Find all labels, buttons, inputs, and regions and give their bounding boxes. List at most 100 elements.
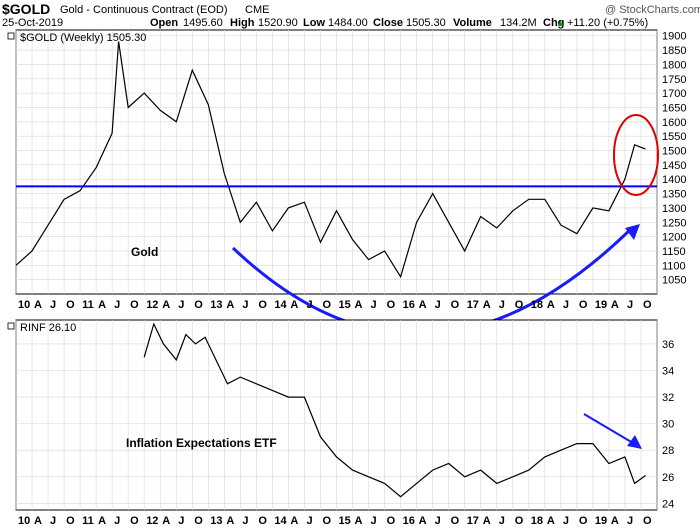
x-tick-label: 16 (403, 515, 415, 527)
x-tick-label: 14 (274, 515, 287, 527)
y-tick-label: 32 (662, 392, 674, 404)
stat-high-value: 1520.90 (258, 17, 298, 29)
y-tick-label: 1450 (662, 160, 686, 172)
x-tick-label: A (226, 299, 234, 311)
x-tick-label: A (419, 299, 427, 311)
y-tick-label: 34 (662, 365, 674, 377)
x-tick-label: A (290, 299, 298, 311)
x-tick-label: O (451, 515, 460, 527)
x-tick-label: A (547, 299, 555, 311)
x-tick-label: A (226, 515, 234, 527)
x-tick-label: 13 (210, 515, 222, 527)
y-tick-label: 1900 (662, 31, 686, 43)
x-tick-label: J (563, 299, 569, 311)
x-tick-label: O (66, 299, 75, 311)
x-tick-label: 10 (18, 515, 30, 527)
x-tick-label: J (627, 299, 633, 311)
x-tick-label: 10 (18, 299, 30, 311)
x-tick-label: J (114, 515, 120, 527)
x-tick-label: 15 (339, 515, 351, 527)
stat-chg-label: Chg (543, 17, 564, 29)
y-tick-label: 1800 (662, 59, 686, 71)
x-tick-label: J (242, 515, 248, 527)
gold-legend: $GOLD (Weekly) 1505.30 (20, 32, 146, 44)
x-tick-label: J (563, 515, 569, 527)
x-tick-label: J (435, 515, 441, 527)
y-tick-label: 1200 (662, 232, 686, 244)
y-tick-label: 1850 (662, 45, 686, 57)
watermark: @ StockCharts.com (605, 4, 700, 16)
x-tick-label: O (515, 515, 524, 527)
x-tick-label: 17 (467, 515, 479, 527)
x-tick-label: A (34, 515, 42, 527)
exchange-label: CME (245, 4, 269, 16)
rinf-annotation: Inflation Expectations ETF (126, 436, 277, 450)
x-tick-label: 18 (531, 515, 543, 527)
x-tick-label: O (66, 515, 75, 527)
x-tick-label: 12 (146, 515, 158, 527)
y-tick-label: 1650 (662, 102, 686, 114)
stat-low-value: 1484.00 (328, 17, 368, 29)
stat-low-label: Low (303, 17, 325, 29)
x-tick-label: A (419, 515, 427, 527)
symbol-label: $GOLD (2, 1, 50, 17)
x-tick-label: J (499, 515, 505, 527)
y-tick-label: 1100 (662, 260, 686, 272)
date-label: 25-Oct-2019 (2, 17, 63, 29)
rinf-grid (15, 320, 658, 510)
rinf-legend: RINF 26.10 (20, 322, 76, 334)
y-tick-label: 1400 (662, 174, 686, 186)
x-tick-label: A (547, 515, 555, 527)
y-tick-label: 24 (662, 498, 674, 510)
y-tick-label: 1600 (662, 117, 686, 129)
x-tick-label: J (306, 299, 312, 311)
y-tick-label: 1250 (662, 217, 686, 229)
y-tick-label: 1500 (662, 146, 686, 158)
rinf-price-line (143, 322, 646, 498)
x-tick-label: J (178, 515, 184, 527)
y-tick-label: 30 (662, 419, 674, 431)
x-tick-label: A (611, 299, 619, 311)
x-tick-label: O (258, 515, 267, 527)
stat-open-label: Open (150, 17, 178, 29)
rinf-y-axis: 24 26 28 30 32 34 36 (662, 339, 674, 510)
x-tick-label: A (98, 299, 106, 311)
x-tick-label: O (643, 299, 652, 311)
x-tick-label: 11 (82, 299, 94, 311)
y-tick-label: 1300 (662, 203, 686, 215)
gold-y-axis: 1050 1100 1150 1200 1250 1300 1350 1400 1450 1500… (662, 31, 686, 287)
chart-header: $GOLD Gold - Continuous Contract (EOD) C… (2, 1, 700, 29)
x-tick-label: J (242, 299, 248, 311)
x-tick-label: A (290, 515, 298, 527)
gold-panel: 1050 1100 1150 1200 1250 1300 1350 1400 1450 1500… (7, 29, 686, 336)
x-tick-label: J (499, 299, 505, 311)
stat-high-label: High (230, 17, 255, 29)
y-tick-label: 1050 (662, 275, 686, 287)
stat-close-label: Close (373, 17, 403, 29)
x-tick-label: A (162, 515, 170, 527)
x-tick-label: J (50, 515, 56, 527)
stat-chg-value: +11.20 (+0.75%) (567, 17, 648, 29)
contract-name: Gold - Continuous Contract (EOD) (60, 4, 228, 16)
x-tick-label: 19 (595, 299, 607, 311)
x-tick-label: J (306, 515, 312, 527)
gold-x-axis: 10 A J O 11 A J O 12 A J O 13 A J O 14 A J O 15 A J O 16 A J O 17 A J O… (18, 299, 652, 311)
y-tick-label: 36 (662, 339, 674, 351)
decline-arrow-line (583, 413, 634, 444)
stat-volume-label: Volume (453, 17, 492, 29)
x-tick-label: O (194, 299, 203, 311)
gold-annotation: Gold (131, 245, 158, 259)
x-tick-label: A (355, 299, 363, 311)
y-tick-label: 1150 (662, 246, 686, 258)
decline-arrowhead-icon (627, 435, 642, 449)
x-tick-label: A (162, 299, 170, 311)
x-tick-label: O (322, 515, 331, 527)
x-tick-label: 17 (467, 299, 479, 311)
x-tick-label: 16 (403, 299, 415, 311)
rinf-x-axis: 10 A J O 11 A J O 12 A J O 13 A J O 14 A J O 15 A J O 16 A J O 17 A J O… (18, 515, 652, 527)
x-tick-label: 18 (531, 299, 543, 311)
stat-volume-value: 134.2M (500, 17, 537, 29)
x-tick-label: O (515, 299, 524, 311)
x-tick-label: O (387, 299, 396, 311)
